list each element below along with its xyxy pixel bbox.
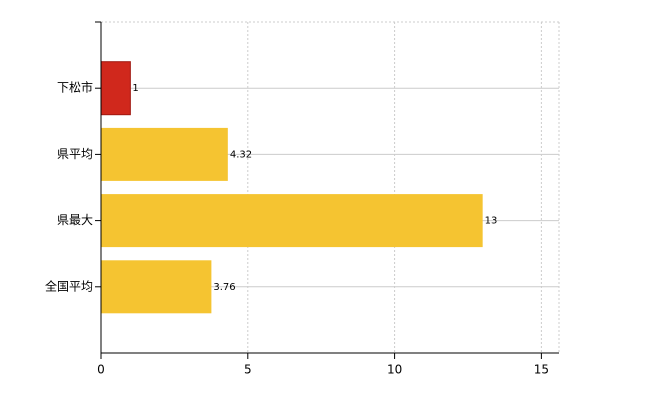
x-tick-label: 10: [387, 363, 402, 377]
x-tick-label: 15: [534, 363, 549, 377]
value-label: 1: [132, 83, 138, 94]
y-tick-label: 下松市: [57, 80, 93, 95]
bar: [101, 194, 483, 248]
value-label: 4.32: [230, 149, 252, 160]
y-tick-label: 全国平均: [45, 278, 93, 293]
bar: [101, 260, 212, 314]
bar: [101, 127, 228, 181]
x-tick-label: 5: [244, 363, 252, 377]
x-tick-label: 0: [97, 363, 105, 377]
value-label: 3.76: [213, 282, 235, 293]
bar: [100, 61, 131, 116]
value-label: 13: [485, 216, 498, 227]
y-tick-label: 県平均: [57, 147, 93, 161]
y-tick-label: 県最大: [57, 213, 93, 227]
